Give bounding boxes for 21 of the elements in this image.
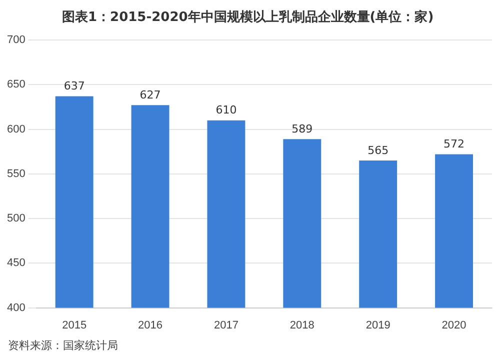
x-tick-label: 2016 <box>138 319 163 332</box>
data-label: 627 <box>140 88 161 102</box>
data-label: 565 <box>368 144 389 157</box>
x-tick-label: 2020 <box>442 319 466 332</box>
x-tick-label: 2019 <box>366 319 390 332</box>
x-tick-label: 2017 <box>214 319 238 332</box>
data-label: 589 <box>292 122 313 136</box>
data-label: 610 <box>216 104 237 117</box>
data-label: 637 <box>64 80 85 93</box>
y-tick-label: 650 <box>6 78 26 91</box>
text: 资料来源：国家统计局 <box>8 338 118 353</box>
y-tick-label: 400 <box>6 302 26 314</box>
x-tick-label: 2015 <box>62 319 87 332</box>
data-label: 572 <box>444 138 465 151</box>
y-tick-label: 450 <box>6 257 26 270</box>
y-tick-label: 700 <box>6 34 26 46</box>
y-tick-label: 550 <box>6 168 26 180</box>
x-tick-label: 2018 <box>290 319 314 332</box>
y-tick-label: 600 <box>6 123 26 136</box>
y-tick-label: 500 <box>6 212 26 225</box>
chart-title: 图表1：2015-2020年中国规模以上乳制品企业数量(单位：家) <box>62 8 434 26</box>
